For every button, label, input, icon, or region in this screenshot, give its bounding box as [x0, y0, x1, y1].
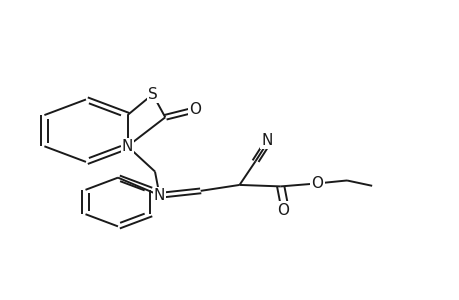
Text: O: O: [189, 102, 201, 117]
Text: S: S: [147, 87, 157, 102]
Text: O: O: [276, 203, 288, 218]
Text: N: N: [153, 188, 165, 203]
Text: N: N: [261, 133, 272, 148]
Text: O: O: [311, 176, 323, 191]
Text: N: N: [122, 139, 133, 154]
